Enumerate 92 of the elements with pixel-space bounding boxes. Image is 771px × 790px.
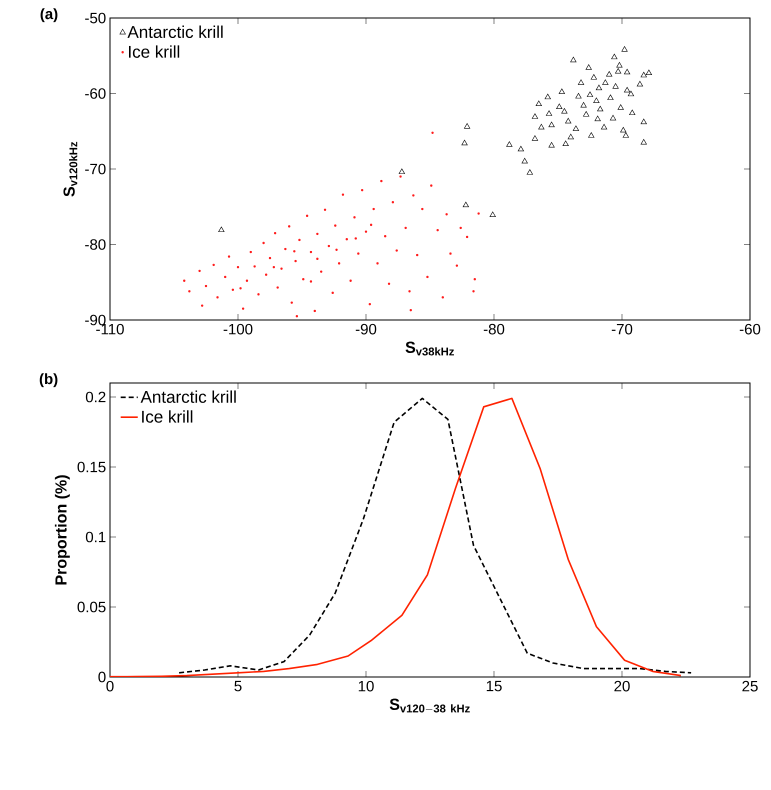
point	[640, 139, 647, 144]
x-tick-label: 0	[106, 680, 114, 692]
point	[593, 98, 600, 103]
point	[640, 118, 647, 124]
point	[611, 54, 618, 60]
point	[398, 168, 405, 174]
point	[615, 68, 622, 74]
x-tick-label: -90	[356, 324, 376, 334]
point	[629, 110, 636, 116]
point	[544, 94, 551, 100]
y-tick-label: 0.2	[86, 392, 106, 402]
point	[602, 79, 608, 85]
point	[490, 212, 496, 217]
chart-title: (a)	[40, 8, 58, 22]
legend-label: Antarctic krill	[140, 390, 236, 403]
chart-title: (b)	[40, 373, 58, 388]
point	[607, 94, 614, 100]
point	[610, 114, 616, 120]
point	[612, 83, 619, 89]
x-tick-label: -80	[484, 324, 504, 334]
point	[561, 108, 568, 114]
point	[536, 100, 542, 106]
point	[597, 106, 604, 112]
x-tick-label: -100	[224, 324, 252, 334]
point	[570, 56, 576, 62]
point	[575, 93, 582, 98]
point	[616, 62, 622, 68]
point	[646, 70, 652, 76]
point	[578, 79, 584, 85]
point	[461, 140, 468, 146]
x-tick-label: 20	[614, 680, 630, 692]
point	[586, 64, 592, 70]
y-tick-label: 0	[98, 672, 106, 682]
point	[548, 122, 555, 128]
y-tick-label: 0.05	[78, 602, 106, 612]
point	[218, 226, 224, 232]
point	[590, 74, 597, 80]
x-tick-label: 15	[486, 680, 502, 692]
point	[562, 140, 569, 146]
y-axis-title: $\mathbf{S}_{\mathbf{v120kHz}}$	[63, 142, 78, 197]
point	[464, 123, 470, 129]
point	[532, 113, 538, 119]
point	[620, 127, 626, 132]
point	[636, 80, 643, 86]
x-axis-title: $\mathbf{S}_{\mathbf{v38kHz}}$	[406, 342, 454, 356]
point	[518, 146, 524, 152]
x-tick-label: 10	[358, 680, 374, 692]
x-tick-label: 25	[742, 680, 758, 692]
legend-label: Ice krill	[142, 410, 192, 423]
point	[583, 111, 590, 117]
x-tick-label: -110	[96, 324, 124, 334]
point	[586, 92, 594, 97]
point	[588, 132, 594, 138]
y-axis-title: Proportion (%)	[54, 475, 70, 584]
x-tick-label: -70	[612, 324, 632, 334]
point	[556, 104, 562, 109]
legend-label: Ice krill	[129, 45, 180, 58]
point	[606, 71, 612, 77]
point	[522, 158, 528, 164]
point	[532, 135, 538, 141]
y-tick-label: -60	[85, 88, 106, 99]
y-tick-label: -90	[85, 314, 106, 326]
point	[565, 118, 572, 124]
point	[601, 124, 608, 130]
y-tick-label: -80	[85, 239, 106, 250]
point	[580, 102, 587, 108]
y-tick-label: 0.1	[86, 532, 106, 542]
point	[628, 90, 634, 96]
point	[640, 72, 647, 78]
point	[624, 68, 630, 74]
point	[621, 46, 628, 52]
y-tick-label: -70	[85, 164, 106, 174]
x-axis-title: $\mathbf{S}_{\mathbf{v120-38\ kHz}}$	[390, 698, 470, 713]
point	[572, 125, 579, 131]
point	[506, 141, 512, 147]
y-tick-label: 0.15	[78, 462, 106, 472]
point	[618, 104, 624, 110]
point	[548, 142, 555, 148]
point	[538, 124, 544, 130]
point	[594, 116, 601, 122]
point	[558, 88, 565, 94]
point	[526, 169, 533, 175]
point	[624, 86, 630, 92]
x-tick-label: 5	[234, 680, 242, 692]
point	[462, 202, 469, 208]
point	[568, 134, 574, 140]
point	[596, 84, 602, 90]
point	[546, 110, 552, 116]
point	[622, 132, 629, 138]
y-tick-label: -50	[85, 12, 106, 24]
legend-label: Antarctic krill	[127, 26, 223, 38]
x-tick-label: -60	[740, 324, 760, 334]
